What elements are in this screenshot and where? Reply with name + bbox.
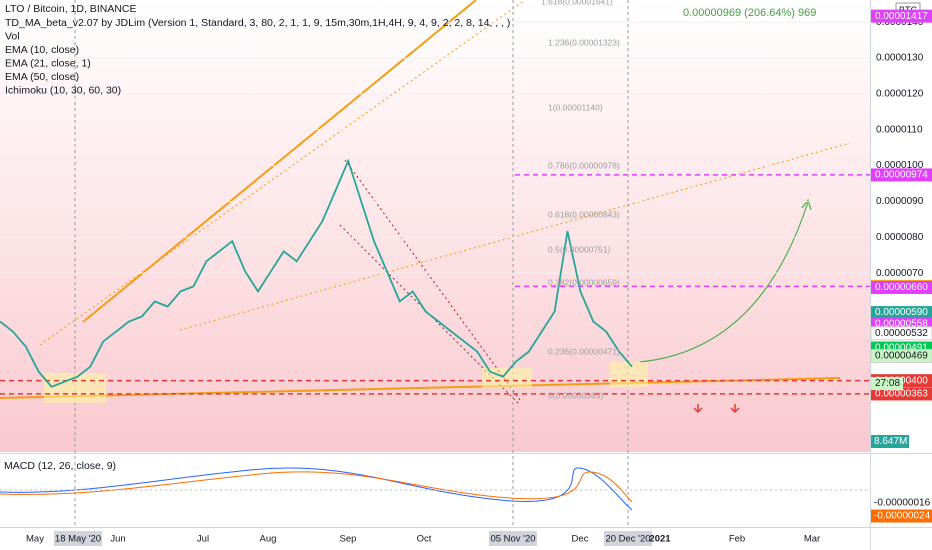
volume-box <box>871 435 909 448</box>
fib-level: 0.786(0.00000978) <box>548 160 620 170</box>
price-label: 0.00000558 <box>875 319 928 330</box>
x-tick-label: Jun <box>110 534 125 545</box>
date-highlight <box>489 531 537 546</box>
indicator-legend: Vol <box>5 30 20 42</box>
y-tick-label: 0.0000100 <box>876 160 924 171</box>
price-label: 0.00001417 <box>875 11 928 22</box>
indicator-legend: EMA (50, close) <box>5 71 79 83</box>
trend-line <box>39 0 526 346</box>
measure: 0.00000969 (206.64%) 969 <box>683 7 816 19</box>
down-arrows <box>693 404 740 414</box>
x-tick-label: Dec <box>572 534 589 545</box>
fib-level: 1.618(0.00001641) <box>541 0 613 6</box>
fib-level: 1(0.00001140) <box>548 102 603 112</box>
countdown-box <box>871 377 903 390</box>
y-tick-label: 0.0000120 <box>876 89 924 100</box>
price-pane <box>0 0 870 452</box>
signal-line <box>0 471 633 503</box>
trend-line <box>179 142 851 331</box>
price-label: 0.00000469 <box>875 351 928 362</box>
price-label: 0.00000974 <box>875 170 928 181</box>
y-tick-label: 0.0000090 <box>876 196 924 207</box>
price-label-box <box>870 326 932 341</box>
symbol-title: LTO / Bitcoin, 1D, BINANCE <box>5 3 137 15</box>
macd-pane <box>0 455 870 527</box>
price-label-box <box>871 9 932 23</box>
x-tick-label: 20 Dec '20 <box>605 534 650 545</box>
macd-title: MACD (12, 26, close, 9) <box>4 460 116 472</box>
fib-level: 0(0.00000363) <box>548 390 603 400</box>
indicator-legend: TD_MA_beta_v2.07 by JDLim (Version 1, St… <box>5 17 510 29</box>
price-label: 0.00000660 <box>875 282 928 293</box>
y-tick-label: 0.0000110 <box>876 124 923 135</box>
indicator-legend: EMA (10, close) <box>5 44 79 56</box>
fib-level: 0.382(0.00000659) <box>548 277 620 287</box>
price-axis <box>870 0 932 550</box>
macd-label: -0.00000024 <box>874 511 931 522</box>
y-tick-label: 0.0000080 <box>876 232 924 243</box>
date-highlight <box>604 531 652 546</box>
price-label-box <box>870 348 932 363</box>
fib-level: 0.236(0.00000471) <box>548 346 620 356</box>
x-tick-label: 05 Nov '20 <box>490 534 535 545</box>
trend-line <box>82 0 477 323</box>
x-tick-label: Mar <box>804 534 820 545</box>
price-label: 0.00000363 <box>875 389 928 400</box>
y-tick-label: 0.0000070 <box>876 268 924 279</box>
price-label-box <box>871 387 932 401</box>
macd-label: -0.00000016 <box>874 498 931 509</box>
y-tick-label: 0.0000130 <box>876 53 924 64</box>
x-tick-label: 2021 <box>649 534 671 545</box>
price-label: 0.00000532 <box>875 328 928 339</box>
macd-label-box <box>871 509 932 523</box>
zone <box>610 362 648 387</box>
x-tick-label: Feb <box>729 534 745 545</box>
date-highlight <box>54 531 102 546</box>
macd-label-box <box>871 496 932 510</box>
price-label-box <box>871 306 932 320</box>
price-label: 0.00000491 <box>875 343 928 354</box>
arrow-head <box>801 198 812 211</box>
volume-label: 8.647M <box>874 436 907 447</box>
countdown: 27:08 <box>875 378 900 389</box>
fib-level: 0.5(0.00000751) <box>548 244 611 254</box>
x-tick-label: Oct <box>417 534 432 545</box>
x-tick-label: May <box>26 534 44 545</box>
price-line <box>0 158 633 388</box>
fib-level: 0.618(0.00000843) <box>548 209 620 219</box>
price-label-box <box>871 280 932 294</box>
indicator-legend: EMA (21, close, 1) <box>5 57 91 69</box>
x-tick-label: Aug <box>260 534 277 545</box>
fib-level: 1.236(0.00001323) <box>548 37 620 47</box>
price-label: 0.00000590 <box>875 307 928 318</box>
x-tick-label: Sep <box>340 534 357 545</box>
price-label-box <box>871 168 932 182</box>
x-tick-label: Jul <box>197 534 209 545</box>
x-tick-label: 18 May '20 <box>55 534 101 545</box>
indicator-legend: Ichimoku (10, 30, 60, 30) <box>5 84 121 96</box>
